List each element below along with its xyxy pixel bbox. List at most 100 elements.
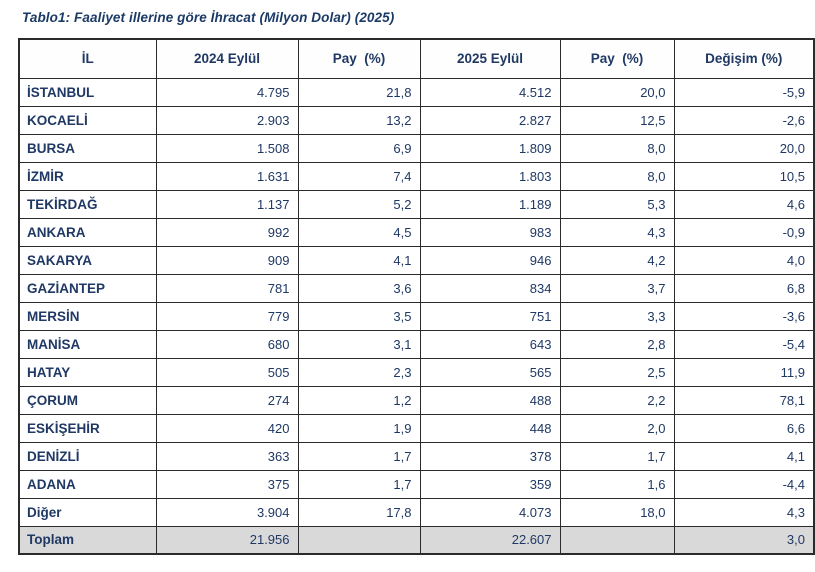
value-cell: 359 — [419, 469, 561, 499]
column-header-il: İL — [18, 38, 157, 79]
value-cell: -5,9 — [673, 77, 815, 107]
value-cell: 3.904 — [155, 497, 299, 527]
column-header-pay-2024: Pay (%) — [297, 38, 421, 79]
page-title: Tablo1: Faaliyet illerine göre İhracat (… — [22, 10, 395, 25]
value-cell: 2,0 — [559, 413, 675, 443]
value-cell: 375 — [155, 469, 299, 499]
value-cell: 3,6 — [297, 273, 421, 303]
value-cell: 6,9 — [297, 133, 421, 163]
value-cell: -0,9 — [673, 217, 815, 247]
value-cell: 21.956 — [155, 525, 299, 555]
value-cell: 1,9 — [297, 413, 421, 443]
value-cell: 779 — [155, 301, 299, 331]
table-row: İSTANBUL 4.795 21,8 4.512 20,0 -5,9 — [18, 77, 815, 107]
value-cell: 1.803 — [419, 161, 561, 191]
value-cell: 4,3 — [673, 497, 815, 527]
value-cell: 3,7 — [559, 273, 675, 303]
value-cell: 680 — [155, 329, 299, 359]
province-cell: MERSİN — [18, 301, 157, 331]
province-cell: DENİZLİ — [18, 441, 157, 471]
value-cell: 505 — [155, 357, 299, 387]
value-cell: 3,3 — [559, 301, 675, 331]
value-cell: 5,3 — [559, 189, 675, 219]
value-cell: -4,4 — [673, 469, 815, 499]
value-cell: 20,0 — [559, 77, 675, 107]
value-cell: 2,5 — [559, 357, 675, 387]
table-row: MANİSA 680 3,1 643 2,8 -5,4 — [18, 329, 815, 359]
value-cell: 946 — [419, 245, 561, 275]
value-cell: -2,6 — [673, 105, 815, 135]
value-cell: 909 — [155, 245, 299, 275]
value-cell: 643 — [419, 329, 561, 359]
value-cell: 20,0 — [673, 133, 815, 163]
value-cell: 8,0 — [559, 161, 675, 191]
value-cell: 4,1 — [297, 245, 421, 275]
value-cell: 4.512 — [419, 77, 561, 107]
value-cell: 5,2 — [297, 189, 421, 219]
value-cell: 992 — [155, 217, 299, 247]
value-cell: 22.607 — [419, 525, 561, 555]
value-cell: 2,2 — [559, 385, 675, 415]
export-by-province-table: İL 2024 Eylül Pay (%) 2025 Eylül Pay (%)… — [18, 38, 815, 555]
value-cell: 8,0 — [559, 133, 675, 163]
value-cell — [559, 525, 675, 555]
province-cell: ÇORUM — [18, 385, 157, 415]
value-cell: -3,6 — [673, 301, 815, 331]
value-cell: 751 — [419, 301, 561, 331]
table-row: GAZİANTEP 781 3,6 834 3,7 6,8 — [18, 273, 815, 303]
value-cell: 1,2 — [297, 385, 421, 415]
value-cell: 6,8 — [673, 273, 815, 303]
value-cell: 1.137 — [155, 189, 299, 219]
value-cell: 274 — [155, 385, 299, 415]
value-cell: 1.631 — [155, 161, 299, 191]
province-cell: İZMİR — [18, 161, 157, 191]
table-row: ANKARA 992 4,5 983 4,3 -0,9 — [18, 217, 815, 247]
province-cell: KOCAELİ — [18, 105, 157, 135]
province-cell: BURSA — [18, 133, 157, 163]
table-row: BURSA 1.508 6,9 1.809 8,0 20,0 — [18, 133, 815, 163]
value-cell: 1,7 — [297, 469, 421, 499]
value-cell: 4.795 — [155, 77, 299, 107]
value-cell: 3,5 — [297, 301, 421, 331]
province-cell: ADANA — [18, 469, 157, 499]
value-cell: 363 — [155, 441, 299, 471]
value-cell: 3,1 — [297, 329, 421, 359]
table-body: İSTANBUL 4.795 21,8 4.512 20,0 -5,9 KOCAELİ 2.9… — [18, 77, 815, 555]
total-row: Toplam 21.956 22.607 3,0 — [18, 525, 815, 555]
value-cell: 6,6 — [673, 413, 815, 443]
value-cell: 10,5 — [673, 161, 815, 191]
province-cell: TEKİRDAĞ — [18, 189, 157, 219]
value-cell: 12,5 — [559, 105, 675, 135]
value-cell: 781 — [155, 273, 299, 303]
value-cell: 11,9 — [673, 357, 815, 387]
province-cell: Diğer — [18, 497, 157, 527]
value-cell: 565 — [419, 357, 561, 387]
column-header-2024-eylul: 2024 Eylül — [155, 38, 299, 79]
table-row: DENİZLİ 363 1,7 378 1,7 4,1 — [18, 441, 815, 471]
value-cell: 1,7 — [297, 441, 421, 471]
province-cell: MANİSA — [18, 329, 157, 359]
table-row: ADANA 375 1,7 359 1,6 -4,4 — [18, 469, 815, 499]
value-cell: 1.189 — [419, 189, 561, 219]
value-cell: 2,8 — [559, 329, 675, 359]
table-row: HATAY 505 2,3 565 2,5 11,9 — [18, 357, 815, 387]
value-cell: 78,1 — [673, 385, 815, 415]
value-cell: 7,4 — [297, 161, 421, 191]
value-cell — [297, 525, 421, 555]
value-cell: 983 — [419, 217, 561, 247]
column-header-2025-eylul: 2025 Eylül — [419, 38, 561, 79]
value-cell: 4,3 — [559, 217, 675, 247]
province-cell: GAZİANTEP — [18, 273, 157, 303]
province-cell: ANKARA — [18, 217, 157, 247]
table-header: İL 2024 Eylül Pay (%) 2025 Eylül Pay (%)… — [18, 38, 815, 79]
table-row: SAKARYA 909 4,1 946 4,2 4,0 — [18, 245, 815, 275]
province-cell: İSTANBUL — [18, 77, 157, 107]
value-cell: 4,1 — [673, 441, 815, 471]
table-row: Diğer 3.904 17,8 4.073 18,0 4,3 — [18, 497, 815, 527]
column-header-pay-2025: Pay (%) — [559, 38, 675, 79]
province-cell: ESKİŞEHİR — [18, 413, 157, 443]
value-cell: 3,0 — [673, 525, 815, 555]
value-cell: 1,6 — [559, 469, 675, 499]
table-row: ESKİŞEHİR 420 1,9 448 2,0 6,6 — [18, 413, 815, 443]
province-cell: Toplam — [18, 525, 157, 555]
